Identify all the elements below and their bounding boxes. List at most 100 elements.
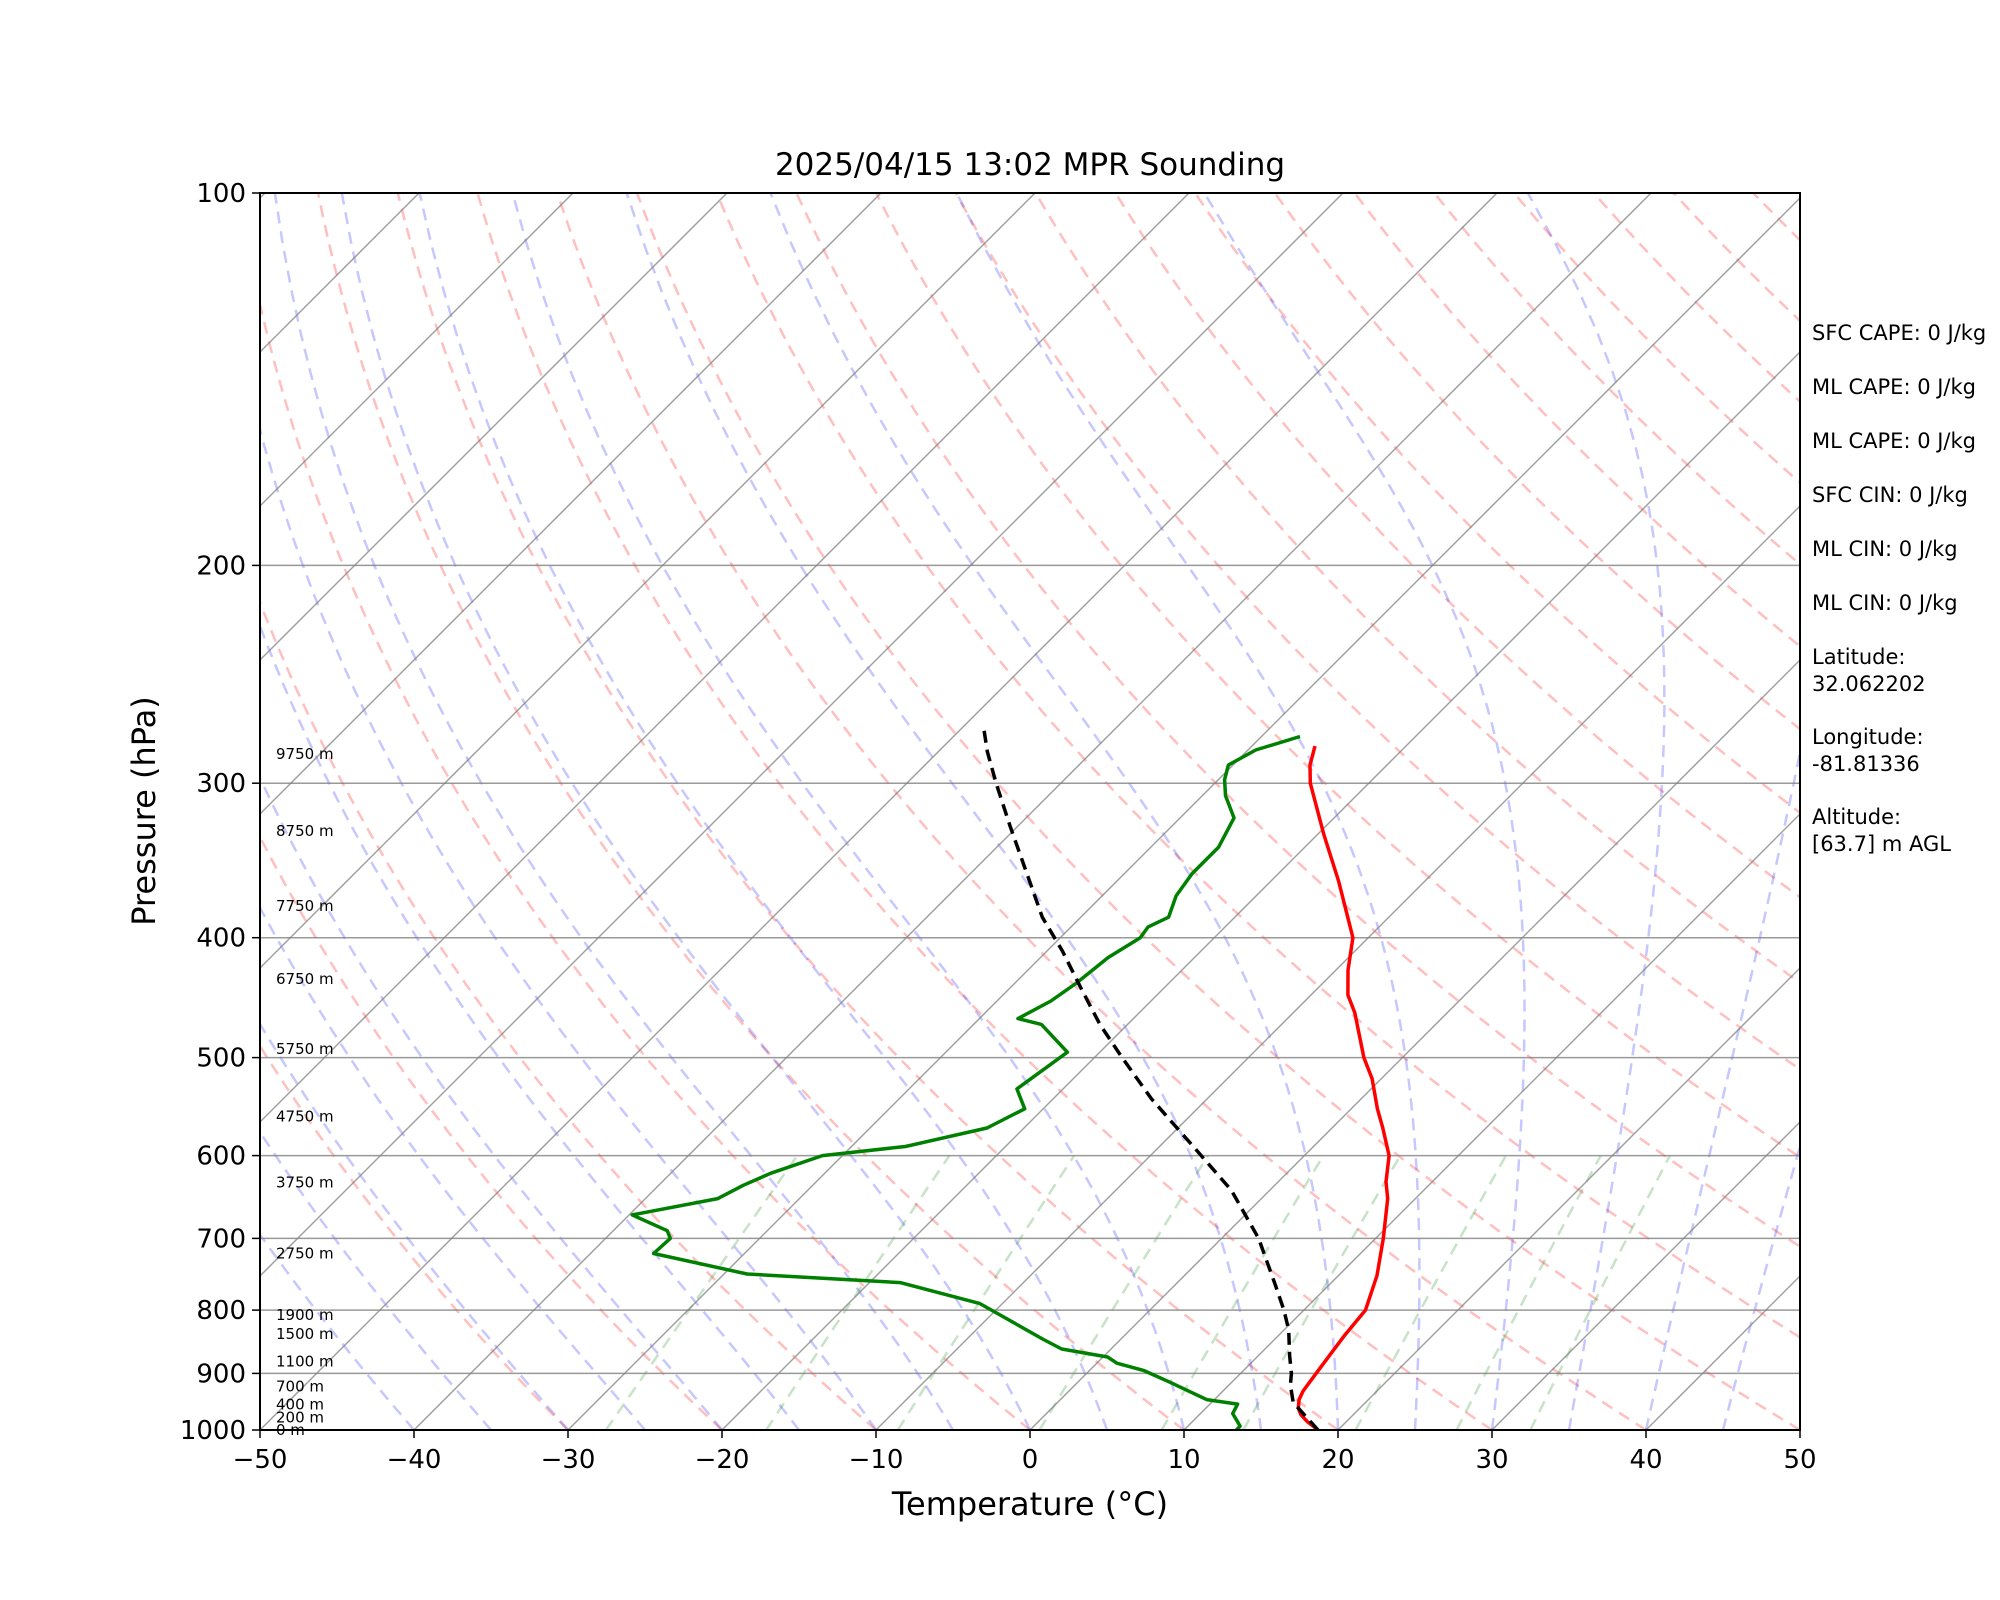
isotherm-line (260, 193, 1036, 970)
moist-adiabat-line (260, 622, 800, 1430)
y-axis-ticks: 100 200 300 400 500 600 700 800 900 1000 (180, 179, 260, 1446)
moist-adiabat-line (625, 193, 1263, 1430)
y-tick-label: 200 (196, 551, 246, 581)
mixing-ratio-line (896, 1154, 1076, 1430)
moist-adiabat-line (511, 193, 1186, 1430)
isotherm-line (0, 193, 111, 1430)
isotherm-line (260, 193, 1498, 1430)
x-tick-label: 40 (1629, 1445, 1662, 1475)
isotherm-line (413, 193, 1652, 1430)
isotherm-line (721, 350, 1800, 1430)
height-label: 8750 m (276, 822, 334, 840)
parcel-trace (982, 730, 1320, 1430)
moist-adiabat-line (769, 193, 1340, 1430)
height-label: 3750 m (276, 1174, 334, 1192)
plot-frame (259, 192, 1801, 1431)
temperature-trace (1296, 745, 1391, 1430)
dewpoint-trace (630, 734, 1301, 1430)
isotherm-line (1029, 658, 1800, 1430)
dry-adiabat-line (795, 193, 1800, 1249)
x-tick-label: −50 (233, 1445, 288, 1475)
stat-label: SFC CAPE: 0 J/kg (1812, 321, 1986, 345)
x-tick-label: 30 (1475, 1445, 1508, 1475)
dry-adiabat-line (715, 193, 1800, 1339)
moist-adiabat-line (260, 424, 878, 1430)
mixing-ratio-line (1038, 1154, 1210, 1430)
height-label: 400 m (276, 1396, 324, 1414)
dry-adiabat-line (396, 193, 1339, 1430)
dry-adiabat-line (1194, 193, 1800, 815)
dry-adiabat-line (1992, 193, 2000, 1430)
moist-adiabat-line (955, 193, 1421, 1430)
dry-adiabat-line (1592, 193, 1800, 404)
moist-adiabat-line (1644, 746, 1800, 1430)
moist-adiabat-line (340, 193, 1032, 1430)
x-tick-label: 0 (1022, 1445, 1039, 1475)
dry-adiabat-line (1114, 193, 1800, 899)
stat-label: ML CIN: 0 J/kg (1812, 537, 1958, 561)
isotherm-line (260, 193, 574, 508)
stat-value: -81.81336 (1812, 752, 1920, 776)
isotherm-line (1183, 812, 1800, 1430)
dry-adiabat-line (260, 834, 723, 1430)
height-label: 9750 m (276, 745, 334, 763)
pressure-gridlines (260, 192, 1800, 1431)
isotherm-line (875, 504, 1800, 1430)
y-tick-label: 800 (196, 1296, 246, 1326)
stat-label: Latitude: (1812, 645, 1906, 669)
dry-adiabat-line (875, 193, 1800, 1159)
y-tick-label: 400 (196, 924, 246, 954)
isotherm-line (1337, 966, 1800, 1430)
isotherm-line (260, 193, 728, 662)
moist-adiabat-line (273, 193, 955, 1430)
mixing-ratio-line (1354, 1154, 1507, 1430)
y-tick-label: 700 (196, 1224, 246, 1254)
x-tick-label: 10 (1167, 1445, 1200, 1475)
dry-adiabat-line (1273, 193, 1800, 731)
mixing-ratio-line (1242, 1154, 1402, 1430)
height-label: 200 m (276, 1409, 324, 1427)
dry-adiabat-line (260, 299, 1031, 1430)
sounding-traces (630, 730, 1391, 1430)
stat-label: ML CIN: 0 J/kg (1812, 591, 1958, 615)
y-tick-label: 900 (196, 1359, 246, 1389)
stat-label: Longitude: (1812, 725, 1924, 749)
x-tick-label: 20 (1321, 1445, 1354, 1475)
mixing-ratio-line (765, 1154, 951, 1430)
y-tick-label: 600 (196, 1142, 246, 1172)
y-tick-label: 100 (196, 179, 246, 209)
x-tick-label: −30 (541, 1445, 596, 1475)
moist-adiabat-line (418, 193, 1109, 1430)
mixing-ratio-line (1455, 1155, 1602, 1430)
stat-label: ML CAPE: 0 J/kg (1812, 429, 1976, 453)
dry-adiabat-line (260, 599, 877, 1430)
mixing-ratio-line (1160, 1154, 1325, 1430)
height-label: 1500 m (276, 1325, 334, 1343)
x-tick-label: −40 (387, 1445, 442, 1475)
height-label: 7750 m (276, 897, 334, 915)
stat-label: Altitude: (1812, 805, 1901, 829)
y-tick-label: 1000 (180, 1416, 246, 1446)
stat-value: 32.062202 (1812, 672, 1926, 696)
stat-label: ML CAPE: 0 J/kg (1812, 375, 1976, 399)
mixing-ratio-line (604, 1154, 799, 1430)
x-tick-label: −10 (849, 1445, 904, 1475)
background-lines (0, 193, 2000, 1430)
stat-label: SFC CIN: 0 J/kg (1812, 483, 1968, 507)
height-label: 1900 m (276, 1306, 334, 1324)
dry-adiabat-line (556, 193, 1647, 1430)
x-tick-label: 50 (1783, 1445, 1816, 1475)
y-tick-label: 500 (196, 1044, 246, 1074)
dry-adiabat-line (316, 193, 1185, 1430)
height-label: 5750 m (276, 1040, 334, 1058)
isotherm-line (567, 196, 1800, 1430)
moist-adiabat-line (260, 1021, 569, 1430)
height-label: 6750 m (276, 970, 334, 988)
moist-adiabat-line (1721, 1141, 1800, 1430)
chart-title: 2025/04/15 13:02 MPR Sounding (775, 147, 1285, 183)
dry-adiabat-line (1034, 193, 1800, 985)
y-axis-label: Pressure (hPa) (125, 696, 163, 926)
